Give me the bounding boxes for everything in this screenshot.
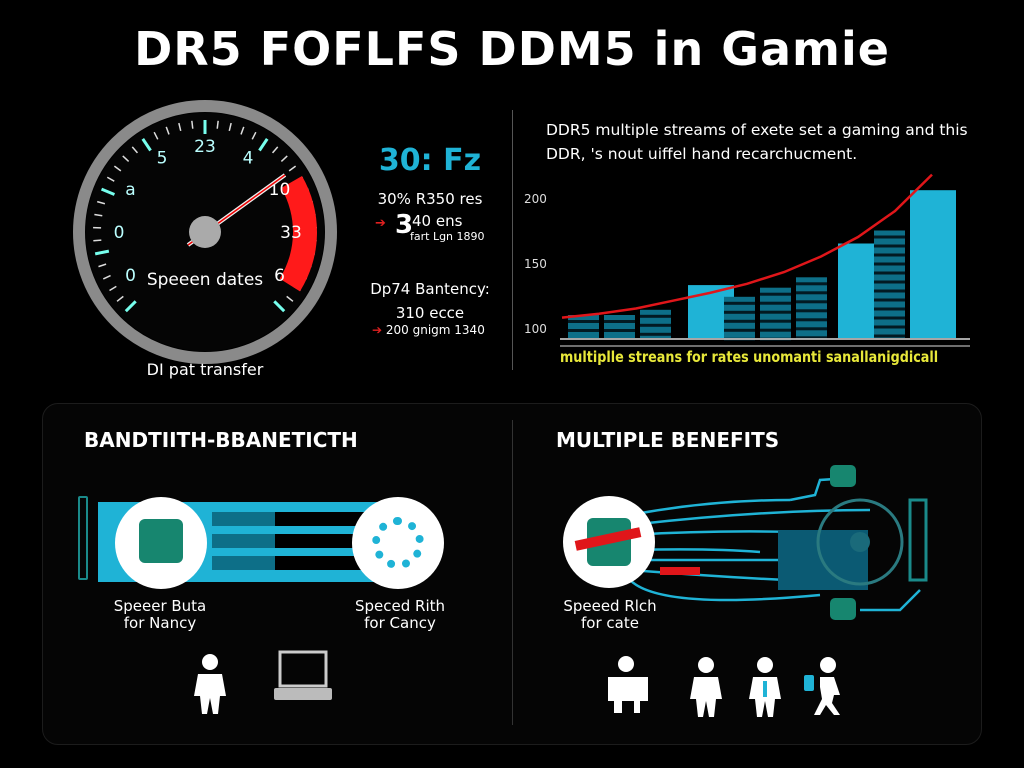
gauge-tick-label: 4 (243, 149, 254, 169)
person-icon (749, 657, 781, 717)
bandwidth-chart: 100 150 200 (524, 173, 970, 347)
chart-bar (796, 277, 827, 340)
trend-line (561, 173, 933, 319)
chart-bar (910, 190, 956, 338)
gauge-redline (279, 176, 317, 292)
gauge-caption: DI pat transfer (146, 360, 264, 379)
latency-value: 310 ecce (395, 304, 465, 322)
chart-title: DDR5 multiple streams of exete set a gam… (546, 121, 968, 163)
gauge-tick-label: 33 (280, 223, 302, 243)
left-label: Speeer Buta for Nancy (113, 597, 207, 632)
gauge-tick-label: 6 (274, 266, 285, 286)
chart-bar (640, 309, 671, 338)
gauge-tick-label: a (125, 180, 135, 200)
stat-big-value: ➔ 3 40 ens fart Lgn 1890 (375, 210, 485, 243)
bandwidth-heading: BANDTIITH-BBANETICTH (84, 428, 358, 452)
gauge-tick-label: 23 (194, 137, 216, 157)
chart-bar (874, 230, 905, 338)
gauge-inner-label: Speeen dates (147, 270, 263, 290)
right-label: Speced Rith for Cancy (354, 597, 445, 632)
arrow-right-icon: ➔ (372, 323, 383, 337)
y-tick-label: 200 (524, 192, 547, 206)
globe-icon (372, 517, 424, 569)
benefits-label: Speeed Rlch for cate (563, 597, 657, 632)
arrow-right-icon: ➔ (375, 216, 386, 231)
gauge-tick-label: 0 (114, 223, 125, 243)
benefits-flow-diagram (629, 465, 928, 620)
stat-line1: 30% R350 res (377, 190, 483, 208)
y-tick-label: 150 (524, 257, 547, 271)
latency-label: Dp74 Bantency: (370, 280, 490, 298)
y-tick-label: 100 (524, 322, 547, 336)
chart-bar (760, 287, 791, 341)
chart-xlabel: multiplle streans for rates unomanti san… (560, 348, 939, 366)
walking-person-icon (804, 657, 840, 715)
gauge-tick-label: 5 (157, 149, 168, 169)
page-title: DR5 FOFLFS DDM5 in Gamie (134, 22, 890, 76)
chart-bar (604, 315, 635, 338)
person-icon (690, 657, 722, 717)
latency-sub: ➔ 200 gnigm 1340 (372, 323, 485, 337)
stat-headline: 30: Fz (378, 143, 482, 178)
person-icon (194, 654, 226, 714)
divider (512, 420, 513, 725)
laptop-icon (274, 650, 332, 700)
memory-module-icon (78, 496, 88, 580)
divider (512, 110, 513, 370)
gauge-hub (189, 216, 221, 248)
gauge-tick-label: 0 (125, 266, 136, 286)
globe-circle (352, 497, 444, 589)
chip-circle (115, 497, 207, 589)
person-icon (608, 656, 648, 713)
benefits-heading: MULTIPLE BENEFITS (556, 428, 780, 452)
chart-bar (568, 315, 599, 338)
chart-bar (724, 296, 755, 341)
chip-icon (139, 519, 183, 563)
chip-circle (563, 496, 655, 588)
